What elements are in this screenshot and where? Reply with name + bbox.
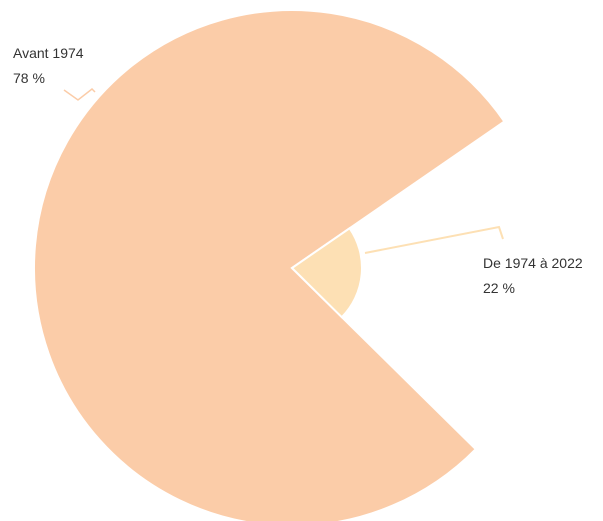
slice-label: De 1974 à 2022	[483, 255, 583, 271]
pie-slice	[290, 226, 363, 319]
pie-slice	[33, 9, 506, 521]
slice-value-label: 78 %	[13, 70, 45, 86]
slice-label: Avant 1974	[13, 45, 84, 61]
slice-value-label: 22 %	[483, 280, 515, 296]
leader-line	[364, 225, 504, 254]
leader-line	[63, 87, 96, 101]
